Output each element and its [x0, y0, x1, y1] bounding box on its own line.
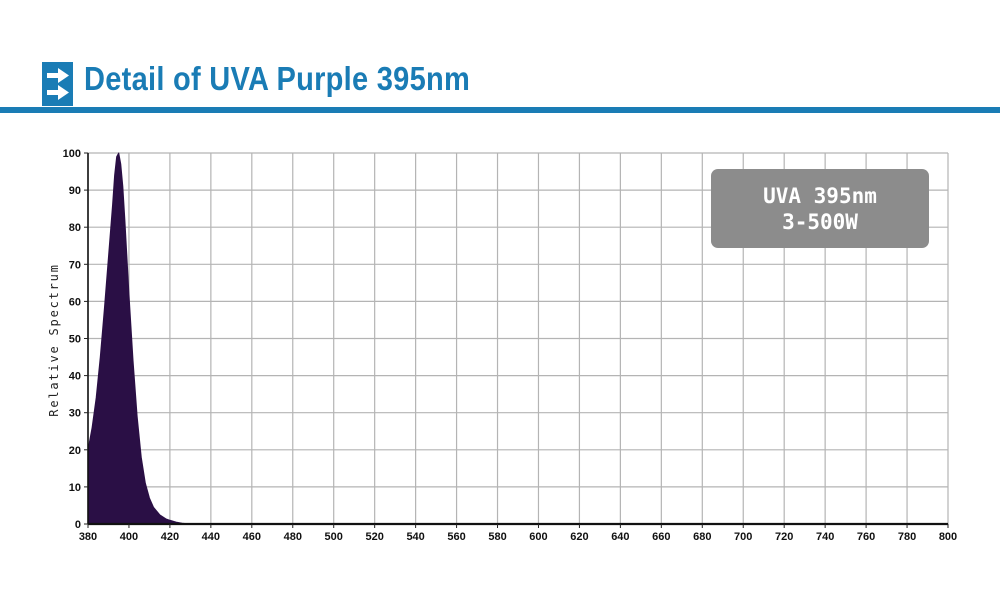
- spec-callout-box: UVA 395nm 3-500W: [711, 169, 929, 248]
- callout-wattage: 3-500W: [782, 210, 858, 234]
- chart-plot-area: [87, 152, 212, 525]
- y-tick-label: 40: [69, 371, 81, 383]
- x-tick-label: 580: [488, 531, 506, 543]
- spectrum-area: [87, 152, 212, 525]
- x-tick-label: 380: [79, 531, 97, 543]
- y-tick-label: 20: [69, 445, 81, 457]
- y-axis-ticks: 0 10 20 30 40 50 60 70 80 90 100: [63, 148, 88, 531]
- x-tick-label: 640: [611, 531, 629, 543]
- y-tick-label: 10: [69, 482, 81, 494]
- y-tick-label: 60: [69, 296, 81, 308]
- x-tick-label: 620: [570, 531, 588, 543]
- x-tick-label: 720: [775, 531, 793, 543]
- x-tick-label: 420: [161, 531, 179, 543]
- x-tick-label: 440: [202, 531, 220, 543]
- x-tick-label: 540: [406, 531, 424, 543]
- page-title: Detail of UVA Purple 395nm: [84, 60, 471, 97]
- x-tick-label: 680: [693, 531, 711, 543]
- y-tick-label: 50: [69, 334, 81, 346]
- x-tick-label: 500: [325, 531, 343, 543]
- y-tick-label: 70: [69, 259, 81, 271]
- y-tick-label: 80: [69, 222, 81, 234]
- x-tick-label: 480: [284, 531, 302, 543]
- x-tick-label: 760: [857, 531, 875, 543]
- x-tick-label: 740: [816, 531, 834, 543]
- x-tick-label: 520: [365, 531, 383, 543]
- y-tick-label: 100: [63, 148, 81, 160]
- y-tick-label: 90: [69, 185, 81, 197]
- x-tick-label: 780: [898, 531, 916, 543]
- callout-wavelength: UVA 395nm: [763, 184, 877, 208]
- header-divider: [0, 107, 1000, 113]
- x-tick-label: 400: [120, 531, 138, 543]
- x-tick-label: 800: [939, 531, 957, 543]
- y-tick-label: 0: [75, 519, 81, 531]
- x-axis-ticks: 380 400 420 440 460 480 500 520 540 560 580 600 620 6…: [79, 524, 957, 543]
- double-right-arrow-icon: [42, 62, 73, 106]
- x-tick-label: 460: [243, 531, 261, 543]
- y-tick-label: 30: [69, 408, 81, 420]
- x-tick-label: 700: [734, 531, 752, 543]
- x-tick-label: 660: [652, 531, 670, 543]
- x-tick-label: 560: [447, 531, 465, 543]
- y-axis-label: Relative Spectrum: [47, 263, 61, 416]
- x-tick-label: 600: [529, 531, 547, 543]
